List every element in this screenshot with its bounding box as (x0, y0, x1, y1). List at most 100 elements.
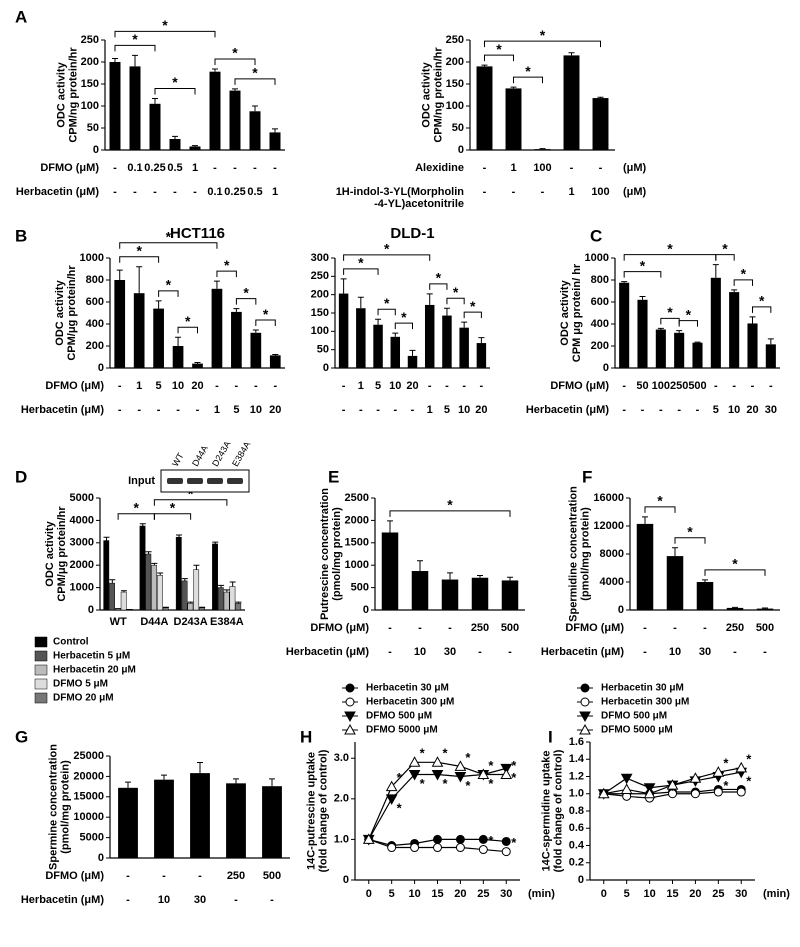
significance-label: * (188, 485, 194, 501)
error-bar (731, 289, 738, 293)
row-cell: - (176, 404, 180, 416)
blot-band (227, 478, 243, 484)
error-bar (193, 564, 200, 570)
significance-bracket (154, 88, 196, 95)
bar (209, 71, 221, 150)
y-tick-label: 50 (452, 122, 464, 134)
error-bar (181, 578, 188, 581)
row-cell: - (359, 404, 363, 416)
point-label: * (511, 758, 517, 773)
row-cell: 1 (214, 404, 220, 416)
legend-marker (580, 697, 590, 707)
legend-swatch (34, 692, 48, 704)
row-cell: - (622, 404, 626, 416)
legend-marker (579, 711, 591, 723)
y-tick-label: 0 (98, 362, 104, 374)
y-tick-label: 300 (311, 252, 329, 264)
significance-bracket (114, 44, 156, 52)
row-cell: - (270, 894, 274, 906)
point-label: * (420, 776, 426, 791)
row-cell: 10 (158, 894, 170, 906)
row-cell: - (393, 404, 397, 416)
y-tick-label: 16000 (593, 492, 624, 504)
row-cell: - (126, 894, 130, 906)
marker (690, 789, 700, 799)
error-bar (232, 88, 238, 91)
significance-label: * (447, 497, 453, 513)
row-cell: 1 (136, 380, 142, 392)
significance-bracket (119, 256, 160, 263)
row-cell: - (157, 404, 161, 416)
row-cell: 500 (688, 380, 706, 392)
row-cell: - (428, 380, 432, 392)
significance-label: * (667, 304, 673, 320)
panel-letter: I (548, 727, 553, 746)
row-cell: - (273, 162, 277, 174)
error-bar (392, 332, 399, 337)
row-label: DFMO (μM) (45, 870, 104, 882)
bar (120, 591, 127, 611)
significance-bracket (377, 308, 396, 316)
bar (476, 343, 487, 368)
row-cell: - (483, 186, 487, 198)
significance-label: * (384, 241, 390, 257)
y-tick-label: 100 (311, 325, 329, 337)
error-bar (732, 606, 738, 608)
significance-label: * (172, 74, 178, 90)
error-bar (340, 278, 347, 294)
bar (250, 332, 262, 368)
blot-band (207, 478, 223, 484)
y-tick-label: 15000 (73, 791, 104, 803)
y-tick-label: 0 (93, 144, 99, 156)
y-tick-label: 1000 (345, 559, 369, 571)
y-tick-label: 250 (446, 34, 464, 46)
significance-bracket (623, 271, 662, 278)
bar (181, 580, 188, 611)
row-cell: 500 (756, 622, 774, 634)
bar (235, 603, 242, 611)
significance-label: * (732, 556, 738, 572)
significance-bracket (119, 242, 218, 249)
row-cell: - (512, 186, 516, 198)
bar (407, 355, 418, 368)
error-bar (145, 551, 152, 554)
bar (505, 88, 522, 150)
significance-bracket (644, 506, 676, 513)
marker (620, 783, 633, 794)
y-tick-label: 25000 (73, 750, 104, 762)
x-tick-label: WT (110, 616, 127, 628)
bar (373, 324, 383, 368)
legend-marker (580, 683, 590, 693)
bar (471, 577, 489, 610)
row-cell: - (273, 380, 277, 392)
y-tick-label: 0 (98, 852, 104, 864)
legend-marker (579, 723, 591, 735)
y-tick-label: 200 (446, 56, 464, 68)
row-cell: - (137, 404, 141, 416)
row-cell: - (641, 404, 645, 416)
significance-bracket (216, 270, 237, 278)
legend-marker (345, 697, 355, 707)
y-tick-label: 3000 (70, 537, 94, 549)
bar (710, 277, 721, 368)
significance-label: * (243, 284, 249, 300)
significance-label: * (166, 277, 172, 293)
y-tick-label: 100 (81, 100, 99, 112)
significance-label: * (136, 243, 142, 259)
point-label: * (488, 776, 494, 791)
error-bar (175, 336, 182, 346)
error-bar (702, 579, 708, 582)
point-label: * (488, 833, 494, 848)
bar (223, 591, 230, 611)
error-bar (767, 338, 774, 345)
error-bar (481, 64, 488, 67)
legend-label: DFMO 5000 μM (366, 725, 438, 736)
y-axis-label: ODC activity (54, 279, 66, 345)
row-cell: - (445, 380, 449, 392)
bar (726, 607, 744, 610)
row-cell: 10 (389, 380, 401, 392)
row-cell: 10 (250, 404, 262, 416)
y-tick-label: 200 (591, 340, 609, 352)
bar (217, 587, 224, 611)
row-cell: 5 (233, 404, 239, 416)
